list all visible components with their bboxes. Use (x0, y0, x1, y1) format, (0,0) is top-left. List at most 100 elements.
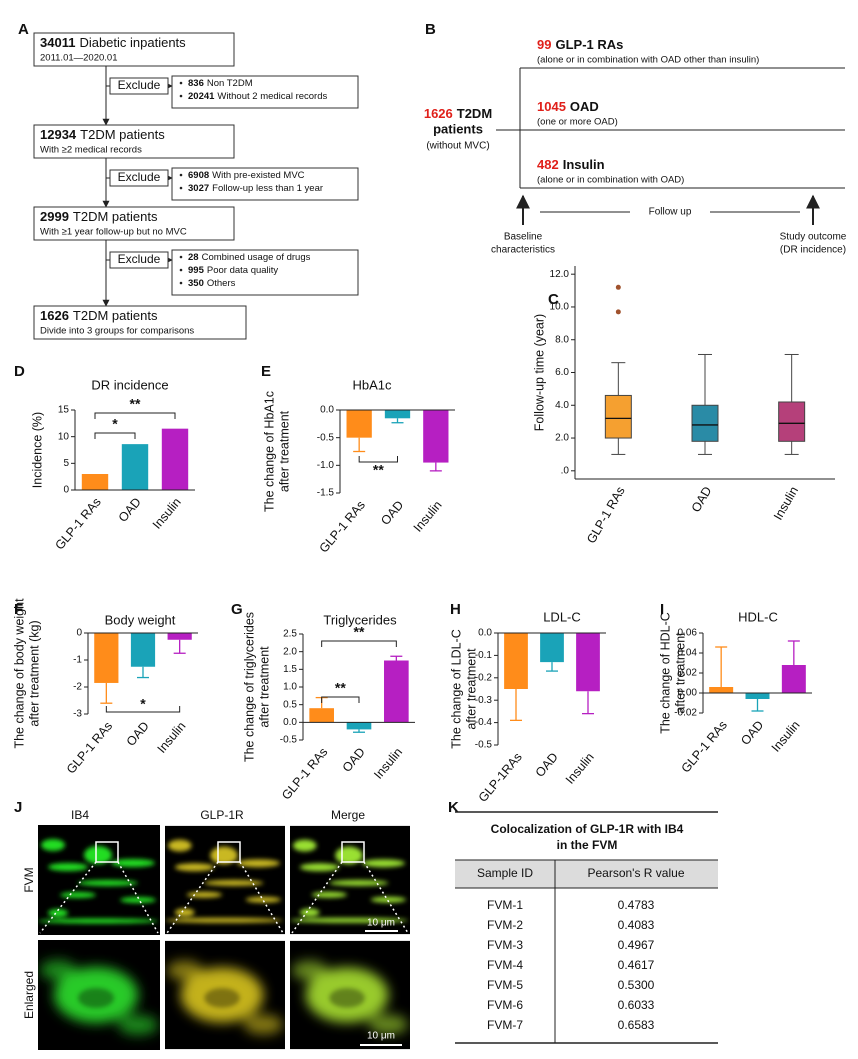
timeline-start: characteristics (491, 245, 555, 256)
table-cell: FVM-1 (487, 898, 523, 912)
exclude-reason: Others (207, 278, 236, 289)
exclude-count: 28 (188, 252, 199, 263)
y-tick-label: 5 (63, 458, 69, 469)
flow-count: 34011 (40, 35, 75, 50)
image-row-label: Enlarged (22, 971, 36, 1019)
exclude-item: 6908 With pre-existed MVC (188, 170, 305, 181)
panel-label: G (231, 601, 243, 618)
flow-label: T2DM patients (73, 209, 158, 224)
exclude-count: 20241 (188, 91, 215, 102)
y-tick-label: -0.3 (475, 695, 493, 706)
zoom-lines (39, 861, 409, 934)
flow-count: 12934 (40, 127, 77, 142)
bullet (179, 94, 183, 98)
y-tick-label: 0.0 (283, 717, 297, 728)
table-cell: FVM-6 (487, 998, 523, 1012)
table-header-bg (455, 860, 718, 888)
chart-title: Triglycerides (323, 612, 397, 627)
timeline-end: (DR incidence) (780, 245, 846, 256)
bar (576, 633, 600, 692)
exclude-reason: With pre-existed MVC (212, 170, 305, 181)
x-tick-label: GLP-1 RAs (64, 719, 115, 776)
x-tick-label: GLP-1 RAs (317, 498, 368, 555)
x-tick-label: Insulin (563, 750, 597, 787)
y-tick-label: -0.5 (280, 735, 298, 746)
arm-title: 482 Insulin (537, 157, 605, 172)
y-axis-label: after treatment (257, 646, 271, 728)
y-axis-label: after treatment (kg) (27, 620, 41, 726)
bar (81, 474, 109, 490)
bar (346, 410, 372, 438)
bar (504, 633, 528, 689)
table-cell: 0.4617 (618, 958, 655, 972)
panel-label: B (425, 21, 436, 38)
table-cell: 0.4083 (618, 918, 655, 932)
exclude-reason: Follow-up less than 1 year (212, 183, 323, 194)
bar (745, 693, 770, 699)
flow-count: 2999 (40, 209, 69, 224)
exclude-item: 3027 Follow-up less than 1 year (188, 183, 323, 194)
exclude-item: 350 Others (188, 278, 236, 289)
y-tick-label: 15 (58, 405, 70, 416)
table-header: Sample ID (477, 866, 533, 880)
y-tick-label: 0.5 (283, 699, 297, 710)
outlier (615, 284, 621, 290)
cohort-count: 1626 (424, 106, 453, 121)
bullet (179, 268, 183, 272)
x-tick-label: GLP-1 RAs (279, 745, 330, 802)
y-axis-label: The change of body weight (12, 598, 26, 749)
exclude-box (109, 169, 169, 187)
timeline-end: Study outcome (780, 232, 847, 243)
significance-bracket (105, 706, 181, 713)
y-tick-label: 2.0 (555, 433, 569, 444)
bar (781, 665, 806, 693)
significance-bracket (321, 640, 397, 647)
y-axis-label: after treatment (464, 648, 478, 730)
y-tick-label: 6.0 (555, 367, 569, 378)
y-tick-label: -1 (73, 655, 82, 666)
significance-bracket (321, 696, 360, 703)
bar (309, 708, 334, 723)
y-tick-label: 10.0 (550, 302, 570, 313)
y-tick-label: -0.02 (674, 708, 697, 719)
table-cell: FVM-5 (487, 978, 523, 992)
significance-label: * (112, 416, 118, 432)
micrograph (165, 941, 285, 1049)
y-tick-label: 2.0 (283, 646, 297, 657)
table-cell: 0.4967 (618, 938, 655, 952)
x-tick-label: Insulin (771, 484, 801, 522)
chart-title: HDL-C (738, 609, 778, 624)
bar (130, 633, 156, 667)
outlier (615, 309, 621, 315)
panel-label: C (548, 291, 559, 308)
exclude-box (109, 251, 169, 269)
chart-title: DR incidence (91, 377, 168, 392)
y-tick-label: 1.0 (283, 682, 297, 693)
image-column-label: IB4 (71, 808, 89, 822)
y-tick-label: 0.06 (678, 628, 698, 639)
flow-label: T2DM patients (80, 127, 165, 142)
bar (167, 633, 192, 640)
exclude-label: Exclude (118, 252, 161, 266)
table-title: in the FVM (557, 838, 618, 852)
y-tick-label: -0.2 (475, 672, 493, 683)
exclude-reason: Non T2DM (207, 78, 253, 89)
arm-note: (one or more OAD) (537, 117, 618, 128)
bullet (179, 281, 183, 285)
cohort-size: 1626 T2DM (424, 106, 492, 121)
y-tick-label: 0 (76, 628, 82, 639)
exclude-label: Exclude (118, 78, 161, 92)
timeline-start: Baseline (504, 232, 543, 243)
table-cell: FVM-3 (487, 938, 523, 952)
arm-name: OAD (570, 99, 599, 114)
exclude-count: 6908 (188, 170, 209, 181)
arm-name: GLP-1 RAs (555, 37, 623, 52)
table-cell: 0.5300 (618, 978, 655, 992)
arm-count: 482 (537, 157, 559, 172)
flow-box-detail: Divide into 3 groups for comparisons (40, 326, 194, 337)
significance-label: ** (354, 624, 365, 640)
table-cell: FVM-7 (487, 1018, 523, 1032)
y-axis-label: The change of triglycerides (242, 612, 256, 762)
table-cell: FVM-4 (487, 958, 523, 972)
panel-label: J (14, 799, 22, 816)
